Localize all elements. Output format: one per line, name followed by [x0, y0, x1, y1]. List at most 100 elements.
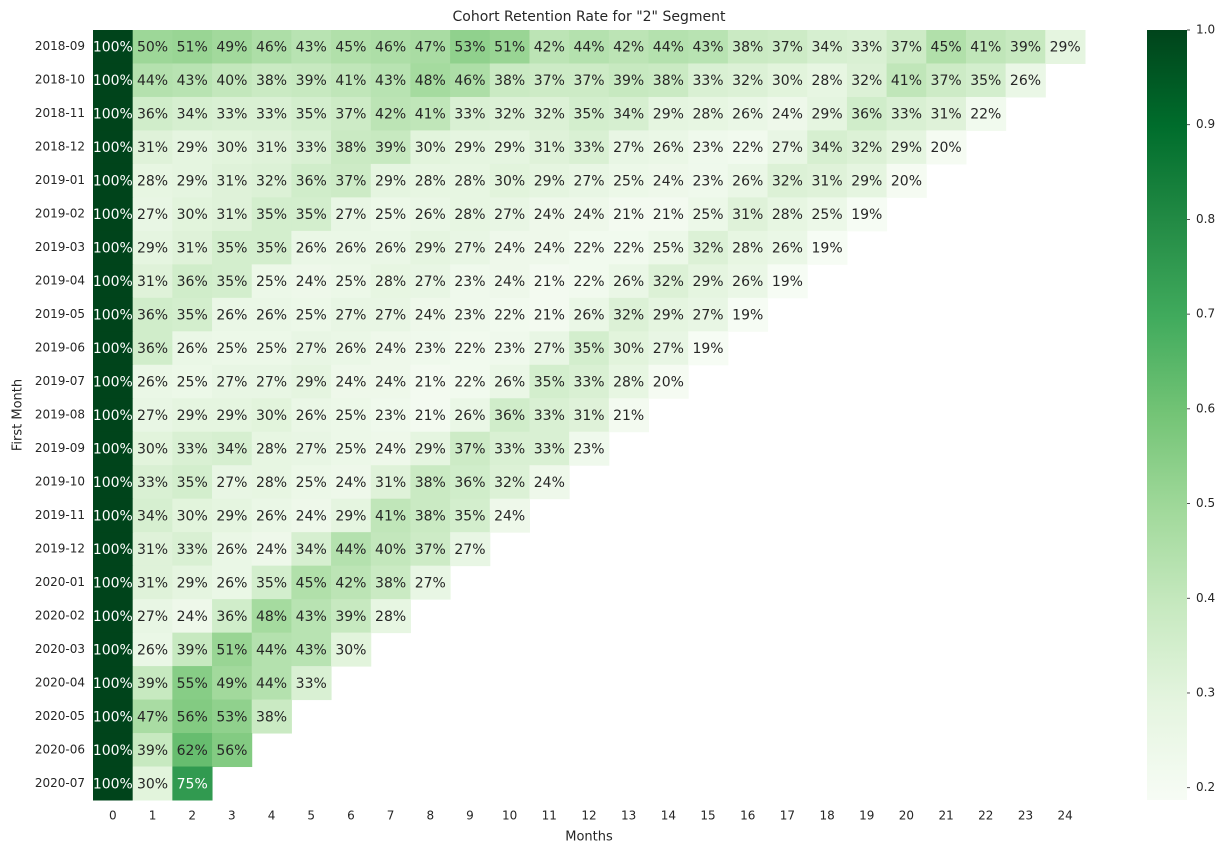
cell-label: 29% [177, 174, 208, 190]
cell-label: 29% [177, 140, 208, 156]
cell-label: 36% [137, 341, 168, 357]
heatmap-cell [529, 197, 570, 232]
heatmap-cell [489, 331, 530, 366]
heatmap-cell [212, 331, 253, 366]
heatmap-cell [370, 197, 411, 232]
cell-label: 27% [772, 140, 803, 156]
heatmap-cell [926, 130, 967, 165]
heatmap-cell [370, 599, 411, 634]
cell-label: 28% [772, 207, 803, 223]
cell-label: 27% [256, 375, 287, 391]
cell-label: 35% [256, 575, 287, 591]
cell-label: 33% [573, 140, 604, 156]
heatmap-cell [846, 96, 888, 131]
cell-label: 43% [296, 609, 327, 625]
cell-label: 29% [851, 174, 882, 190]
cell-label: 100% [93, 107, 133, 123]
cell-label: 37% [454, 441, 485, 457]
heatmap-cell [489, 465, 530, 500]
heatmap-cell [450, 96, 491, 131]
colorbar-tick-label: 0.8 [1196, 212, 1215, 226]
cell-label: 26% [296, 408, 327, 424]
cell-label: 23% [573, 441, 604, 457]
heatmap-cell [331, 498, 372, 533]
heatmap-cell [331, 230, 372, 265]
heatmap-cell [291, 431, 332, 466]
heatmap-cell [569, 197, 610, 232]
cell-label: 27% [415, 274, 446, 290]
cell-label: 33% [177, 542, 208, 558]
cell-label: 25% [216, 341, 247, 357]
cell-label: 31% [732, 207, 763, 223]
heatmap-cell [251, 163, 292, 198]
cell-label: 35% [534, 375, 565, 391]
cell-label: 23% [454, 308, 485, 324]
heatmap-cell [1045, 30, 1086, 64]
cell-label: 43% [177, 73, 208, 89]
heatmap-cell [93, 130, 134, 165]
cell-label: 36% [137, 308, 168, 324]
cell-label: 51% [494, 40, 525, 56]
heatmap-cell [767, 230, 808, 265]
heatmap-cell [727, 230, 769, 265]
cell-label: 26% [573, 308, 604, 324]
cell-label: 42% [613, 40, 644, 56]
cell-label: 26% [335, 241, 366, 257]
cell-label: 100% [93, 174, 133, 190]
cell-label: 43% [375, 73, 406, 89]
heatmap-cell [767, 130, 808, 165]
cell-label: 19% [692, 341, 723, 357]
cell-label: 23% [494, 341, 525, 357]
heatmap-cell [212, 364, 253, 399]
cell-label: 35% [454, 508, 485, 524]
cell-label: 26% [415, 207, 446, 223]
cell-label: 27% [454, 241, 485, 257]
heatmap-cell [410, 565, 451, 600]
cell-label: 32% [772, 174, 803, 190]
cell-label: 38% [335, 140, 366, 156]
heatmap-cell [529, 465, 570, 500]
cell-label: 41% [335, 73, 366, 89]
cell-label: 28% [454, 207, 485, 223]
cell-label: 35% [296, 207, 327, 223]
heatmap-cell [132, 30, 173, 64]
heatmap-cell [251, 230, 292, 265]
cell-label: 27% [137, 408, 168, 424]
cell-label: 25% [653, 241, 684, 257]
cell-label: 26% [296, 241, 327, 257]
cell-label: 35% [216, 241, 247, 257]
heatmap-cell [331, 398, 372, 433]
heatmap-cell [608, 331, 650, 366]
heatmap-cell [529, 431, 570, 466]
cell-label: 24% [296, 508, 327, 524]
cell-label: 20% [931, 140, 962, 156]
cell-label: 48% [256, 609, 287, 625]
heatmap-cell [251, 599, 292, 634]
cell-label: 33% [534, 441, 565, 457]
x-tick-label: 14 [661, 809, 676, 823]
cell-label: 44% [256, 676, 287, 692]
cell-label: 51% [177, 40, 208, 56]
heatmap-cell [251, 632, 292, 667]
cell-label: 29% [216, 508, 247, 524]
y-tick-label: 2019-04 [35, 274, 85, 288]
cell-label: 29% [137, 241, 168, 257]
heatmap-cell [965, 30, 1007, 64]
heatmap-cell [172, 632, 213, 667]
heatmap-cell [489, 230, 530, 265]
heatmap-cell [727, 63, 769, 98]
heatmap-cell [172, 297, 213, 332]
x-tick-label: 8 [426, 809, 434, 823]
x-tick-label: 24 [1058, 809, 1073, 823]
heatmap-cell [886, 96, 927, 131]
heatmap-cell [331, 96, 372, 131]
cell-label: 100% [93, 341, 133, 357]
heatmap-cell [212, 632, 253, 667]
y-tick-label: 2019-02 [35, 207, 85, 221]
cell-label: 55% [177, 676, 208, 692]
cell-label: 100% [93, 73, 133, 89]
heatmap-cell [608, 63, 650, 98]
heatmap-cell [93, 297, 134, 332]
heatmap-cell [529, 331, 570, 366]
